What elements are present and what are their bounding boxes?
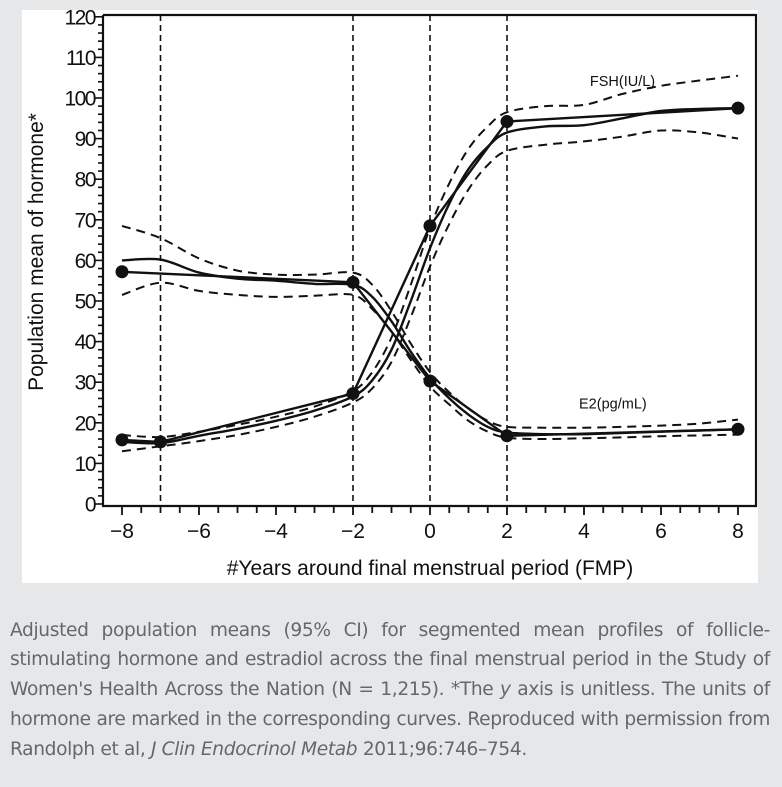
x-tick-label: 6 [655,520,667,543]
x-tick-label: 4 [578,520,590,543]
x-tick-label: −4 [264,520,288,543]
e2-data-point [500,429,514,443]
e2-data-point [423,374,437,388]
y-tick-label: 50 [75,291,96,314]
axes: 0 10 20 30 40 50 60 70 80 90 100 110 120 −8 −6 −4 −2 0 2 4 6… [64,10,758,543]
caption-text-1: Adjusted population means (95% CI) for s… [10,619,770,701]
e2-ci-upper [121,224,739,429]
fsh-data-point [500,115,514,129]
y-tick-label: 0 [85,494,96,517]
y-tick-label: 10 [75,453,96,476]
fsh-data-point [423,219,437,233]
x-axis-title: #Years around final menstrual period (FM… [227,557,634,580]
caption-text-3: 2011;96:746–754. [357,738,527,760]
x-tick-label: −6 [187,520,211,543]
y-axis-title: Population mean of hormone* [25,113,48,391]
fsh-smoothed-mean [121,107,739,445]
x-tick-label: 0 [424,520,436,543]
y-tick-label: 60 [75,250,96,273]
x-tick-label: −2 [341,520,365,543]
series-layer [115,74,745,453]
y-tick-label: 30 [75,372,96,395]
e2-data-point [115,265,129,279]
y-tick-label: 100 [64,88,95,111]
figure-panel: 0 10 20 30 40 50 60 70 80 90 100 110 120 −8 −6 −4 −2 0 2 4 6… [22,10,758,583]
y-tick-label: 20 [75,412,96,435]
e2-data-point [731,422,745,436]
y-tick-label: 80 [75,169,96,192]
fsh-ci-lower [121,129,739,453]
y-tick-label: 70 [75,209,96,232]
caption-text-2: axis is unitless. The units of hormone a… [10,679,770,760]
y-tick-label: 90 [75,128,96,151]
fsh-data-point [731,101,745,115]
fsh-data-point [154,435,167,449]
figure-caption: Adjusted population means (95% CI) for s… [10,616,770,765]
y-tick-label: 40 [75,331,96,354]
fsh-data-point [346,387,360,401]
y-tick-label: 120 [64,10,95,29]
x-tick-label: −8 [110,520,134,543]
y-tick-label: 110 [66,47,96,70]
x-tick-label: 2 [501,520,513,543]
e2-data-point [346,275,360,289]
caption-italic-y: y [500,679,511,701]
x-tick-label: 8 [732,520,744,543]
hormone-chart: 0 10 20 30 40 50 60 70 80 90 100 110 120 −8 −6 −4 −2 0 2 4 6… [25,10,758,580]
fsh-series-label: FSH(IU/L) [590,74,655,90]
fsh-data-point [115,433,129,447]
caption-journal-name: J Clin Endocrinol Metab [150,738,358,760]
fsh-series [115,74,745,453]
e2-series-label: E2(pg/mL) [579,397,647,413]
e2-series [115,224,745,443]
